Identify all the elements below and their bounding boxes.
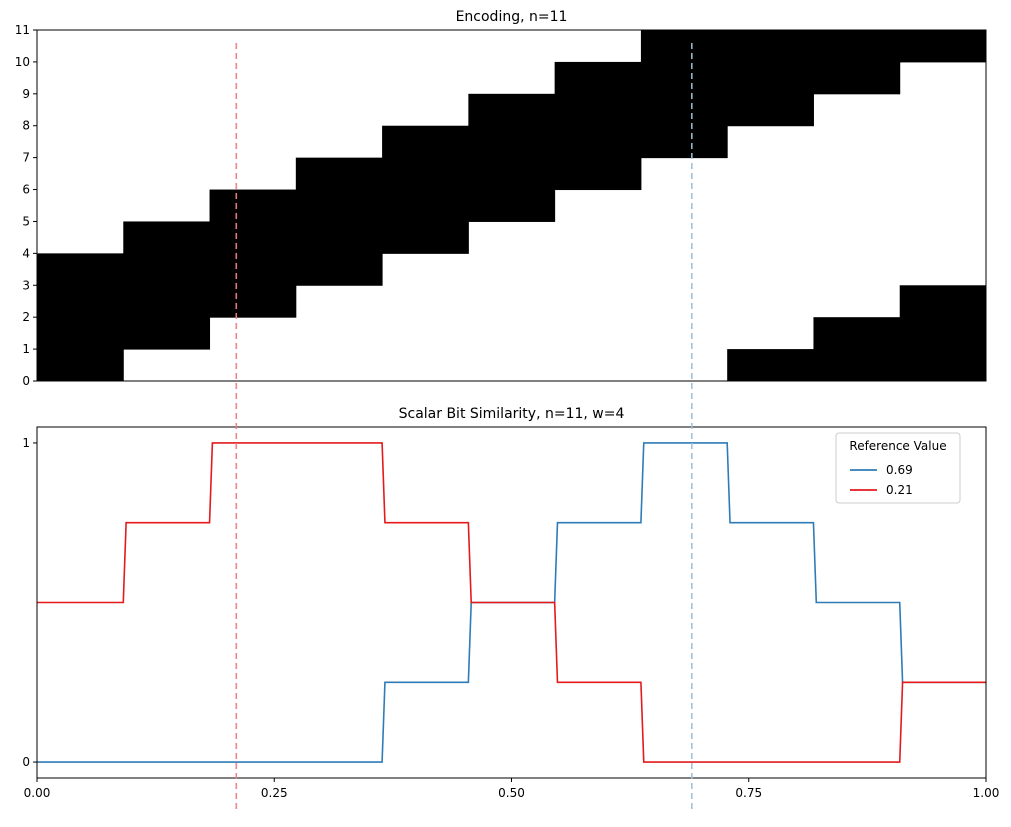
similarity-series [37,442,986,763]
encoding-frame [36,29,987,382]
encoding-y-tick-label: 6 [22,183,30,197]
encoding-y-tick-label: 2 [22,310,30,324]
encoding-y-tick-label: 11 [15,23,30,37]
similarity-y-tick-label: 1 [22,436,30,450]
encoding-cell [727,349,814,382]
similarity-y-tick-label: 0 [22,755,30,769]
reference-lines [235,43,693,812]
encoding-cell [382,157,469,191]
legend-title: Reference Value [849,439,946,453]
encoding-cell [209,221,297,254]
encoding-cell [899,317,987,350]
encoding-cell [468,157,556,191]
encoding-cell [554,125,642,159]
encoding-y-ticks: 0 1 2 3 4 5 6 7 8 9 10 11 [15,23,37,388]
encoding-y-tick-label: 5 [22,214,30,228]
encoding-cell [209,189,297,222]
encoding-cell [554,157,642,191]
encoding-cell [295,157,383,191]
similarity-panel: 01 0.00 0.25 0.50 0.75 1.00 Scalar Bit Simil… [22,406,999,800]
encoding-cell [899,285,987,318]
encoding-y-tick-label: 8 [22,119,30,133]
encoding-cell [813,349,901,382]
encoding-cell [37,253,124,286]
encoding-cell [899,349,987,382]
encoding-cell [468,93,556,127]
similarity-x-tick-label: 0.00 [24,786,51,800]
legend-label-0.21: 0.21 [886,483,913,497]
encoding-cell [640,61,728,95]
similarity-x-tick-label: 0.25 [261,786,288,800]
encoding-y-tick-label: 9 [22,87,30,101]
legend-entries: 0.69 0.21 [850,463,913,497]
encoding-y-tick-label: 7 [22,151,30,165]
encoding-cell [813,317,901,350]
encoding-cell [37,317,124,350]
encoding-y-tick-label: 3 [22,278,30,292]
encoding-y-tick-label: 1 [22,342,30,356]
encoding-cell [209,285,297,318]
encoding-y-tick-label: 0 [22,374,30,388]
legend: Reference Value 0.69 0.21 [835,432,961,504]
similarity-x-tick-label: 0.50 [498,786,525,800]
similarity-title: Scalar Bit Similarity, n=11, w=4 [399,406,625,422]
encoding-cell [382,189,469,222]
encoding-cell [554,93,642,127]
similarity-y-ticks: 01 [22,436,37,769]
encoding-cell [813,61,901,95]
encoding-cell [209,253,297,286]
similarity-x-ticks: 0.00 0.25 0.50 0.75 1.00 [24,778,1000,800]
encoding-y-tick-label: 4 [22,246,30,260]
encoding-cell [123,253,211,286]
encoding-cell [382,125,469,159]
legend-box [835,432,961,504]
encoding-cell [37,349,124,382]
legend-label-0.69: 0.69 [886,463,913,477]
encoding-cell [640,30,728,63]
encoding-cell [640,93,728,127]
encoding-panel: 0 1 2 3 4 5 6 7 8 9 10 11 Encoding, n=11 [15,9,987,388]
encoding-cells [37,30,987,382]
encoding-cell [123,221,211,254]
series-line-0.21 [37,442,986,763]
encoding-cell [727,93,814,127]
encoding-cell [468,189,556,222]
encoding-cell [123,285,211,318]
encoding-cell [640,125,728,159]
encoding-cell [727,30,814,63]
encoding-cell [295,189,383,222]
encoding-cell [813,30,901,63]
encoding-title: Encoding, n=11 [456,9,568,25]
similarity-x-tick-label: 1.00 [973,786,1000,800]
encoding-y-tick-label: 10 [15,55,30,69]
encoding-cell [554,61,642,95]
encoding-cell [37,285,124,318]
encoding-cell [123,317,211,350]
encoding-cell [899,30,987,63]
similarity-x-tick-label: 0.75 [735,786,762,800]
encoding-cell [727,61,814,95]
encoding-cell [468,125,556,159]
encoding-cell [295,253,383,286]
encoding-cell [382,221,469,254]
encoding-cell [295,221,383,254]
